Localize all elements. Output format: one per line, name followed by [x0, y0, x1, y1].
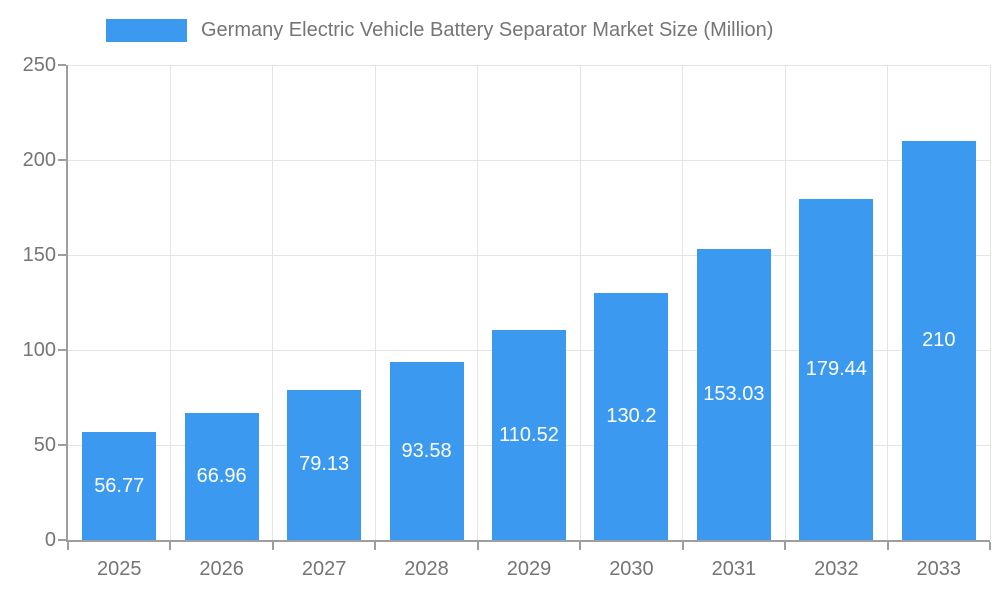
x-axis-label: 2026 [199, 558, 244, 580]
x-axis-label: 2032 [814, 558, 859, 580]
bar-value-label: 93.58 [401, 439, 452, 462]
x-gridline [477, 65, 479, 540]
bar[interactable]: 79.13 [287, 389, 362, 540]
x-axis-tick [579, 542, 582, 550]
bar[interactable]: 210 [901, 141, 976, 540]
x-gridline [887, 65, 889, 540]
y-axis-tick [58, 539, 66, 541]
x-axis-tick [169, 542, 172, 550]
y-axis-tick [58, 349, 66, 351]
x-gridline [374, 65, 376, 540]
bar[interactable]: 110.52 [492, 330, 566, 540]
x-axis-label: 2025 [96, 558, 142, 580]
y-gridline [68, 159, 990, 161]
x-axis-tick [784, 542, 787, 550]
x-axis-label: 2028 [404, 558, 449, 580]
x-gridline [169, 65, 171, 540]
x-gridline [784, 65, 786, 540]
y-axis-line [66, 65, 68, 542]
y-gridline [68, 64, 990, 66]
bar-value-label: 56.77 [94, 474, 145, 497]
x-axis-label: 2033 [916, 558, 962, 580]
bar-value-label: 110.52 [499, 423, 559, 446]
bar[interactable]: 179.44 [799, 199, 874, 540]
legend-label: Germany Electric Vehicle Battery Separat… [201, 19, 774, 41]
x-gridline [272, 65, 274, 540]
y-axis-label: 250 [22, 54, 56, 76]
bar-value-label: 66.96 [196, 464, 247, 487]
y-axis-label: 50 [33, 434, 56, 456]
x-gridline [989, 65, 991, 540]
x-gridline [579, 65, 581, 540]
legend-swatch-icon [106, 19, 187, 42]
x-axis-tick [886, 542, 889, 550]
bar-value-label: 79.13 [299, 453, 350, 476]
x-axis-label: 2030 [609, 558, 654, 580]
bar[interactable]: 66.96 [184, 412, 259, 540]
x-axis-line [66, 540, 990, 542]
y-axis-label: 100 [22, 339, 56, 361]
bar-value-label: 130.2 [606, 404, 657, 427]
bar[interactable]: 56.77 [82, 432, 157, 540]
x-axis-tick [271, 542, 274, 550]
y-axis-tick [58, 64, 66, 66]
x-axis-tick [989, 542, 991, 550]
y-gridline [68, 254, 990, 256]
y-axis-tick [58, 254, 66, 256]
bar-value-label: 210 [922, 329, 956, 351]
y-axis-label: 0 [44, 529, 56, 551]
y-axis-label: 200 [22, 149, 56, 171]
x-axis-tick [476, 542, 479, 550]
x-axis-tick [67, 542, 69, 550]
x-axis-label: 2027 [301, 558, 347, 580]
x-axis-label: 2029 [506, 558, 552, 580]
bar-value-label: 153.03 [703, 383, 765, 406]
plot-area: 56.77 66.96 79.13 93.58 110.52 130.2 153.03 179… [68, 64, 991, 540]
bar[interactable]: 153.03 [696, 249, 771, 540]
x-axis-tick [681, 542, 684, 550]
y-axis-label: 150 [22, 244, 56, 266]
bar[interactable]: 93.58 [389, 362, 464, 540]
y-axis-tick [58, 159, 66, 161]
legend-item[interactable]: Germany Electric Vehicle Battery Separat… [106, 19, 773, 42]
y-axis-tick [58, 444, 66, 446]
bar-value-label: 179.44 [805, 358, 867, 381]
bar[interactable]: 130.2 [594, 292, 669, 540]
x-axis-label: 2031 [711, 558, 757, 580]
x-axis-tick [374, 542, 377, 550]
x-gridline [682, 65, 684, 540]
